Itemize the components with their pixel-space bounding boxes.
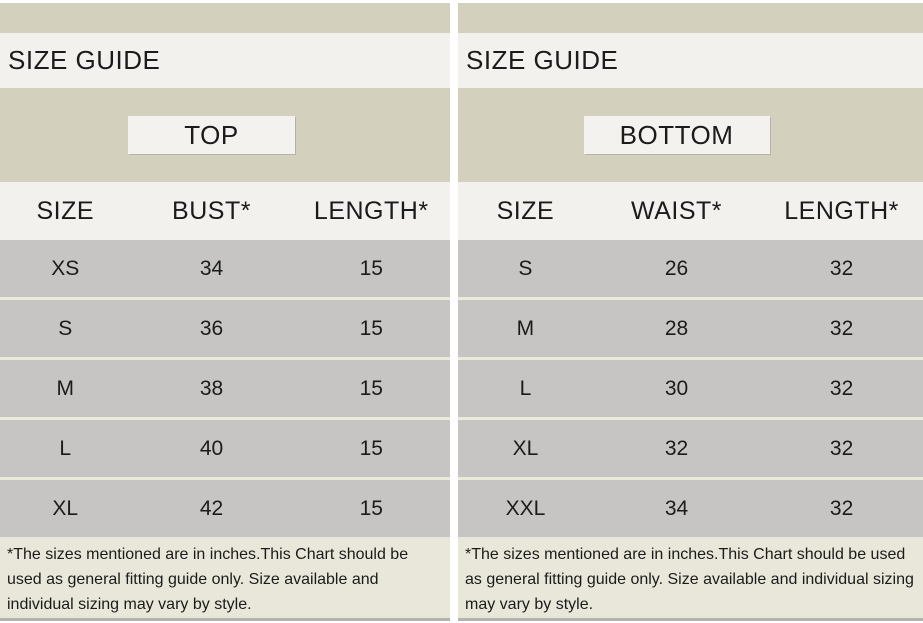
cell-size: S [58, 316, 73, 340]
top-khaki-strip [0, 3, 450, 33]
table-row: XL 42 15 [0, 480, 450, 537]
table-row: L 40 15 [0, 420, 450, 477]
column-header-row: SIZE WAIST* LENGTH* [458, 182, 923, 240]
panel-title-row: SIZE GUIDE [0, 33, 450, 88]
panel-title: SIZE GUIDE [466, 45, 619, 75]
cell-length: 32 [829, 316, 854, 340]
table-row: XS 34 15 [0, 240, 450, 297]
table-row: M 38 15 [0, 360, 450, 417]
column-header-size: SIZE [36, 196, 95, 225]
row-separator [458, 417, 923, 420]
category-band: BOTTOM [458, 88, 923, 182]
cell-size: L [59, 436, 72, 460]
table-row: S 26 32 [458, 240, 923, 297]
column-header-length: LENGTH* [784, 196, 899, 225]
cell-size: XL [512, 436, 539, 460]
bottom-edge-line [458, 618, 923, 621]
footnote: *The sizes mentioned are in inches.This … [458, 537, 923, 618]
cell-waist: 26 [664, 256, 689, 280]
cell-size: XXL [505, 496, 546, 520]
column-header-row: SIZE BUST* LENGTH* [0, 182, 450, 240]
table-row: S 36 15 [0, 300, 450, 357]
top-khaki-strip [458, 3, 923, 33]
panel-title-row: SIZE GUIDE [458, 33, 923, 88]
cell-length: 32 [829, 436, 854, 460]
cell-size: M [56, 376, 75, 400]
table-row: L 30 32 [458, 360, 923, 417]
cell-length: 32 [829, 376, 854, 400]
cell-length: 15 [359, 256, 383, 280]
row-separator [0, 417, 450, 420]
cell-length: 15 [359, 316, 383, 340]
cell-size: XS [51, 256, 80, 280]
row-separator [0, 477, 450, 480]
row-separator [0, 297, 450, 300]
cell-size: L [519, 376, 532, 400]
category-badge-top: TOP [128, 116, 295, 154]
cell-waist: 34 [664, 496, 689, 520]
table-row: M 28 32 [458, 300, 923, 357]
column-header-waist: WAIST* [631, 196, 723, 225]
footnote: *The sizes mentioned are in inches.This … [0, 537, 450, 618]
table-row: XXL 34 32 [458, 480, 923, 537]
cell-length: 32 [829, 256, 854, 280]
cell-size: XL [52, 496, 79, 520]
cell-bust: 34 [199, 256, 224, 280]
column-header-size: SIZE [496, 196, 555, 225]
bottom-edge-line [0, 618, 450, 621]
category-badge-bottom: BOTTOM [583, 116, 770, 154]
cell-bust: 42 [199, 496, 224, 520]
cell-bust: 38 [199, 376, 224, 400]
size-guide-panel-bottom: SIZE GUIDE BOTTOM SIZE WAIST* LENGTH* S … [458, 3, 923, 621]
cell-waist: 28 [664, 316, 689, 340]
cell-waist: 32 [664, 436, 689, 460]
cell-length: 32 [829, 496, 854, 520]
column-header-length: LENGTH* [313, 196, 429, 225]
category-band: TOP [0, 88, 450, 182]
table-row: XL 32 32 [458, 420, 923, 477]
column-header-bust: BUST* [172, 196, 251, 225]
cell-size: S [518, 256, 533, 280]
row-separator [0, 357, 450, 360]
row-separator [458, 477, 923, 480]
cell-length: 15 [359, 376, 383, 400]
cell-size: M [516, 316, 535, 340]
cell-waist: 30 [664, 376, 689, 400]
row-separator [458, 357, 923, 360]
cell-bust: 40 [199, 436, 224, 460]
cell-length: 15 [359, 436, 383, 460]
row-separator [458, 297, 923, 300]
cell-length: 15 [359, 496, 383, 520]
cell-bust: 36 [199, 316, 224, 340]
size-guide-panel-top: SIZE GUIDE TOP SIZE BUST* LENGTH* XS 34 … [0, 3, 450, 621]
panel-title: SIZE GUIDE [8, 45, 161, 75]
